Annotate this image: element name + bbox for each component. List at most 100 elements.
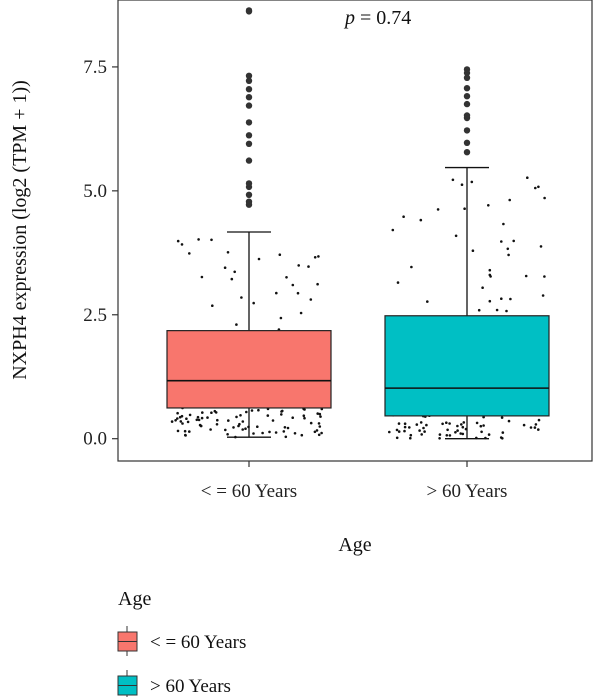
jitter-point [271,419,275,422]
jitter-point [188,252,191,255]
outlier-point [463,139,471,146]
jitter-point [318,412,322,416]
jitter-point [279,316,283,320]
jitter-point [396,281,400,284]
jitter-point [240,296,243,299]
jitter-point [451,178,455,182]
jitter-point [285,276,288,279]
outlier-point [245,180,253,187]
jitter-point [188,430,191,433]
jitter-point [316,412,320,415]
jitter-point [488,268,492,272]
jitter-point [507,253,510,257]
outlier-point [245,198,253,205]
jitter-point [395,436,399,440]
jitter-point [319,415,322,418]
jitter-point [403,422,407,426]
outlier-points [245,7,471,208]
jitter-point [512,239,515,243]
p-value-symbol: p [343,7,355,29]
jitter-point [425,423,428,427]
jitter-point [441,422,444,426]
outlier-point [463,100,471,108]
jitter-point [456,424,459,428]
legend-item: < = 60 Years [117,626,246,656]
jitter-point [252,301,255,305]
jitter-point [293,432,297,435]
jitter-point [454,234,458,238]
jitter-point [176,429,180,433]
jitter-point [537,185,540,189]
p-value-text: = 0.74 [355,7,411,29]
jitter-point [244,427,247,431]
jitter-point [210,238,213,242]
jitter-point [257,257,261,261]
jitter-point [313,430,317,434]
jitter-point [543,275,546,278]
jitter-point [245,410,248,414]
jitter-point [502,222,505,226]
jitter-point [480,430,483,434]
jitter-point [522,423,526,427]
legend-label: > 60 Years [150,676,231,697]
legend: Age < = 60 Years > 60 Years [117,588,246,697]
outlier-point [463,85,471,92]
jitter-point [211,304,214,308]
jitter-point [487,204,490,207]
jitter-point [280,413,283,416]
jitter-point [232,426,235,429]
jitter-point [317,422,321,425]
jitter-point [235,323,238,326]
jitter-point [291,283,295,287]
jitter-point [188,413,192,417]
jitter-point [448,434,452,437]
jitter-point [420,433,424,436]
jitter-point [320,431,323,435]
jitter-point [408,426,411,429]
jitter-point [176,239,180,243]
jitter-point [509,297,512,301]
y-tick-label: 0.0 [83,429,107,450]
jitter-point [482,424,485,427]
jitter-point [402,215,405,218]
jitter-point [286,426,290,430]
jitter-point [541,294,545,297]
jitter-point [296,291,300,295]
jitter-point [176,411,179,415]
jitter-point [419,421,423,424]
jitter-point [297,264,301,267]
jitter-point [409,436,412,440]
outlier-point [463,149,471,156]
jitter-point [318,425,322,428]
jitter-point [185,417,188,421]
jitter-point [317,255,320,258]
jitter-point [422,426,425,430]
jitter-point [438,433,442,436]
jitter-point [459,432,463,435]
jitter-point [426,300,429,303]
jitter-point [419,218,423,222]
legend-label: < = 60 Years [150,632,246,653]
legend-items: < = 60 Years > 60 Years [117,626,246,697]
jitter-point [302,414,306,418]
jitter-point [438,437,441,440]
jitter-point [170,420,174,423]
outlier-point [245,7,253,14]
jitter-point [215,423,219,426]
jitter-point [197,238,200,241]
jitter-point [456,429,459,432]
jitter-point [461,432,465,436]
y-axis: 0.0 2.5 5.0 7.5 [83,57,118,450]
jitter-point [268,430,271,434]
jitter-point [524,274,528,278]
jitter-point [508,198,512,202]
jitter-point [488,299,492,303]
box [166,330,332,409]
jitter-point [176,417,179,420]
jitter-point [315,429,319,432]
jitter-point [397,422,401,425]
jitter-point [200,275,204,279]
outlier-point [245,119,253,126]
jitter-point [529,426,533,429]
jitter-point [195,418,199,422]
